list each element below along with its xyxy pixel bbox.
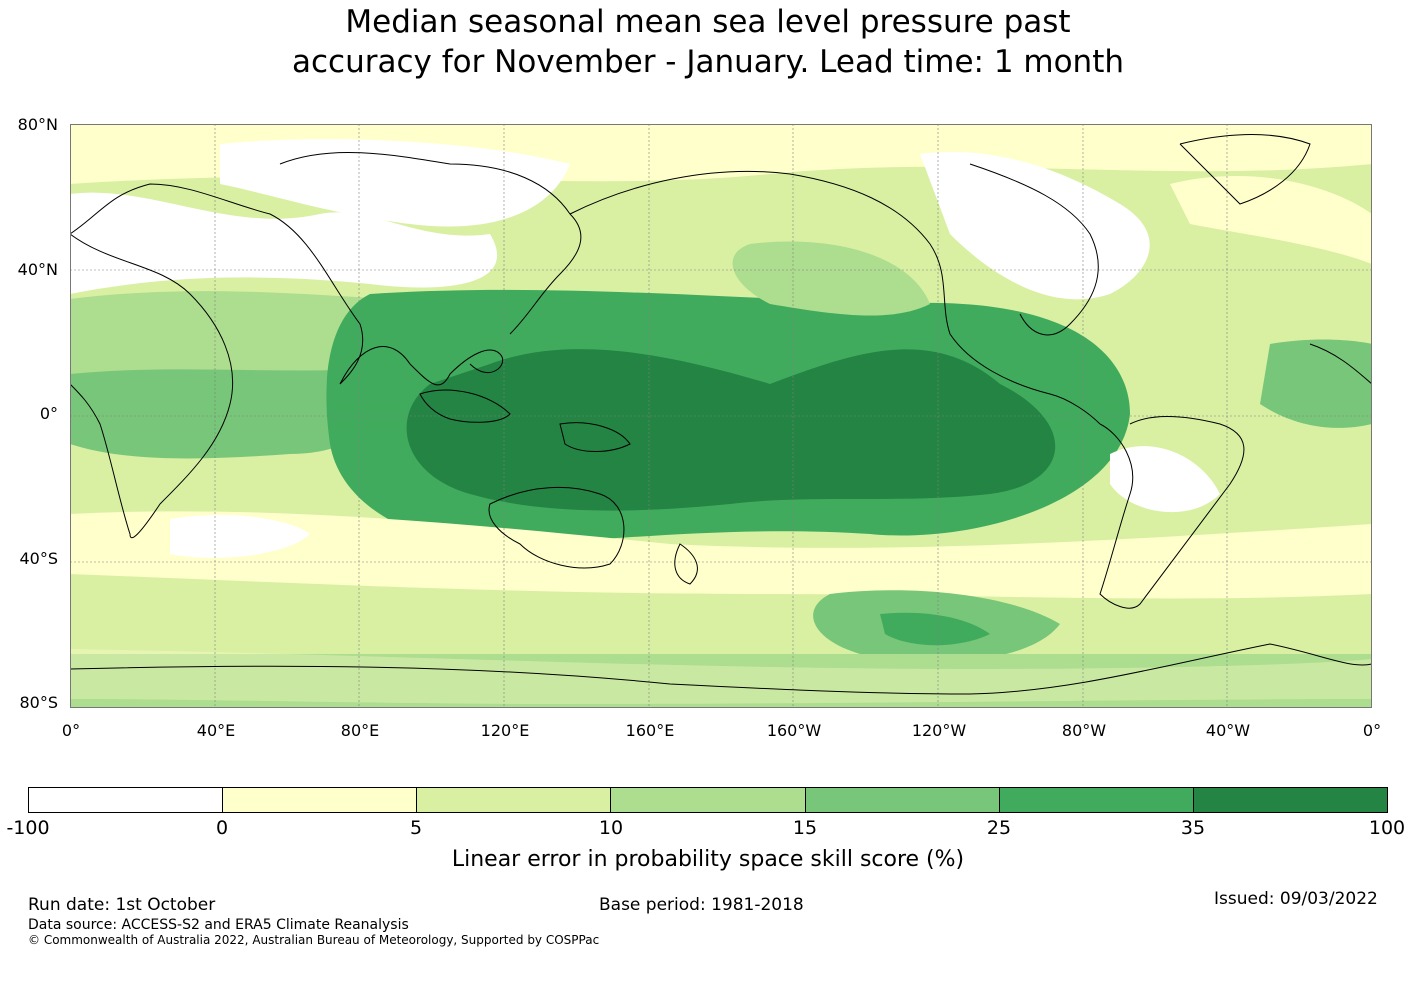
lon-label-120e: 120°E bbox=[480, 721, 530, 740]
lon-label-40w: 40°W bbox=[1205, 721, 1251, 740]
skill-field bbox=[70, 124, 1372, 708]
lon-label-80e: 80°E bbox=[340, 721, 380, 740]
copyright: © Commonwealth of Australia 2022, Austra… bbox=[28, 933, 600, 947]
colorbar-tick-0: 0 bbox=[215, 817, 229, 839]
lon-label-0-left: 0° bbox=[61, 721, 81, 740]
colorbar-tick-5: 5 bbox=[409, 817, 423, 839]
colorbar-tick-35: 35 bbox=[1180, 817, 1206, 839]
coastlines bbox=[70, 134, 1372, 695]
colorbar-segment-5 bbox=[999, 788, 1194, 812]
colorbar-segment-2 bbox=[417, 788, 612, 812]
colorbar-tick-minus100: -100 bbox=[6, 817, 50, 839]
lat-label-80s: 80°S bbox=[19, 693, 58, 712]
title-line-2: accuracy for November - January. Lead ti… bbox=[291, 44, 1125, 80]
issued-date: Issued: 09/03/2022 bbox=[1214, 889, 1378, 909]
lat-label-0: 0° bbox=[39, 404, 58, 423]
colorbar-tick-10: 10 bbox=[598, 817, 624, 839]
lon-label-80w: 80°W bbox=[1061, 721, 1107, 740]
lon-label-160e: 160°E bbox=[625, 721, 675, 740]
colorbar bbox=[28, 787, 1388, 813]
colorbar-segment-6 bbox=[1193, 788, 1387, 812]
lat-label-40s: 40°S bbox=[19, 549, 58, 568]
data-source: Data source: ACCESS-S2 and ERA5 Climate … bbox=[28, 917, 409, 933]
lat-label-80n: 80°N bbox=[17, 115, 58, 134]
lon-label-40e: 40°E bbox=[196, 721, 236, 740]
map-frame bbox=[70, 124, 1372, 708]
colorbar-segment-0 bbox=[29, 788, 224, 812]
colorbar-title: Linear error in probability space skill … bbox=[451, 847, 965, 872]
lon-label-160w: 160°W bbox=[766, 721, 822, 740]
lon-label-0-right: 0° bbox=[1362, 721, 1382, 740]
colorbar-segment-3 bbox=[611, 788, 806, 812]
base-period: Base period: 1981-2018 bbox=[599, 895, 804, 915]
lon-label-120w: 120°W bbox=[911, 721, 967, 740]
colorbar-tick-15: 15 bbox=[792, 817, 818, 839]
lat-label-40n: 40°N bbox=[17, 260, 58, 279]
colorbar-tick-100: 100 bbox=[1368, 817, 1406, 839]
map-title: Median seasonal mean sea level pressure … bbox=[0, 2, 1416, 82]
colorbar-tick-25: 25 bbox=[986, 817, 1012, 839]
title-line-1: Median seasonal mean sea level pressure … bbox=[345, 4, 1071, 40]
colorbar-segment-1 bbox=[223, 788, 418, 812]
colorbar-segment-4 bbox=[805, 788, 1000, 812]
skill-map bbox=[70, 124, 1372, 708]
graticule bbox=[70, 124, 1372, 708]
run-date: Run date: 1st October bbox=[28, 895, 216, 915]
